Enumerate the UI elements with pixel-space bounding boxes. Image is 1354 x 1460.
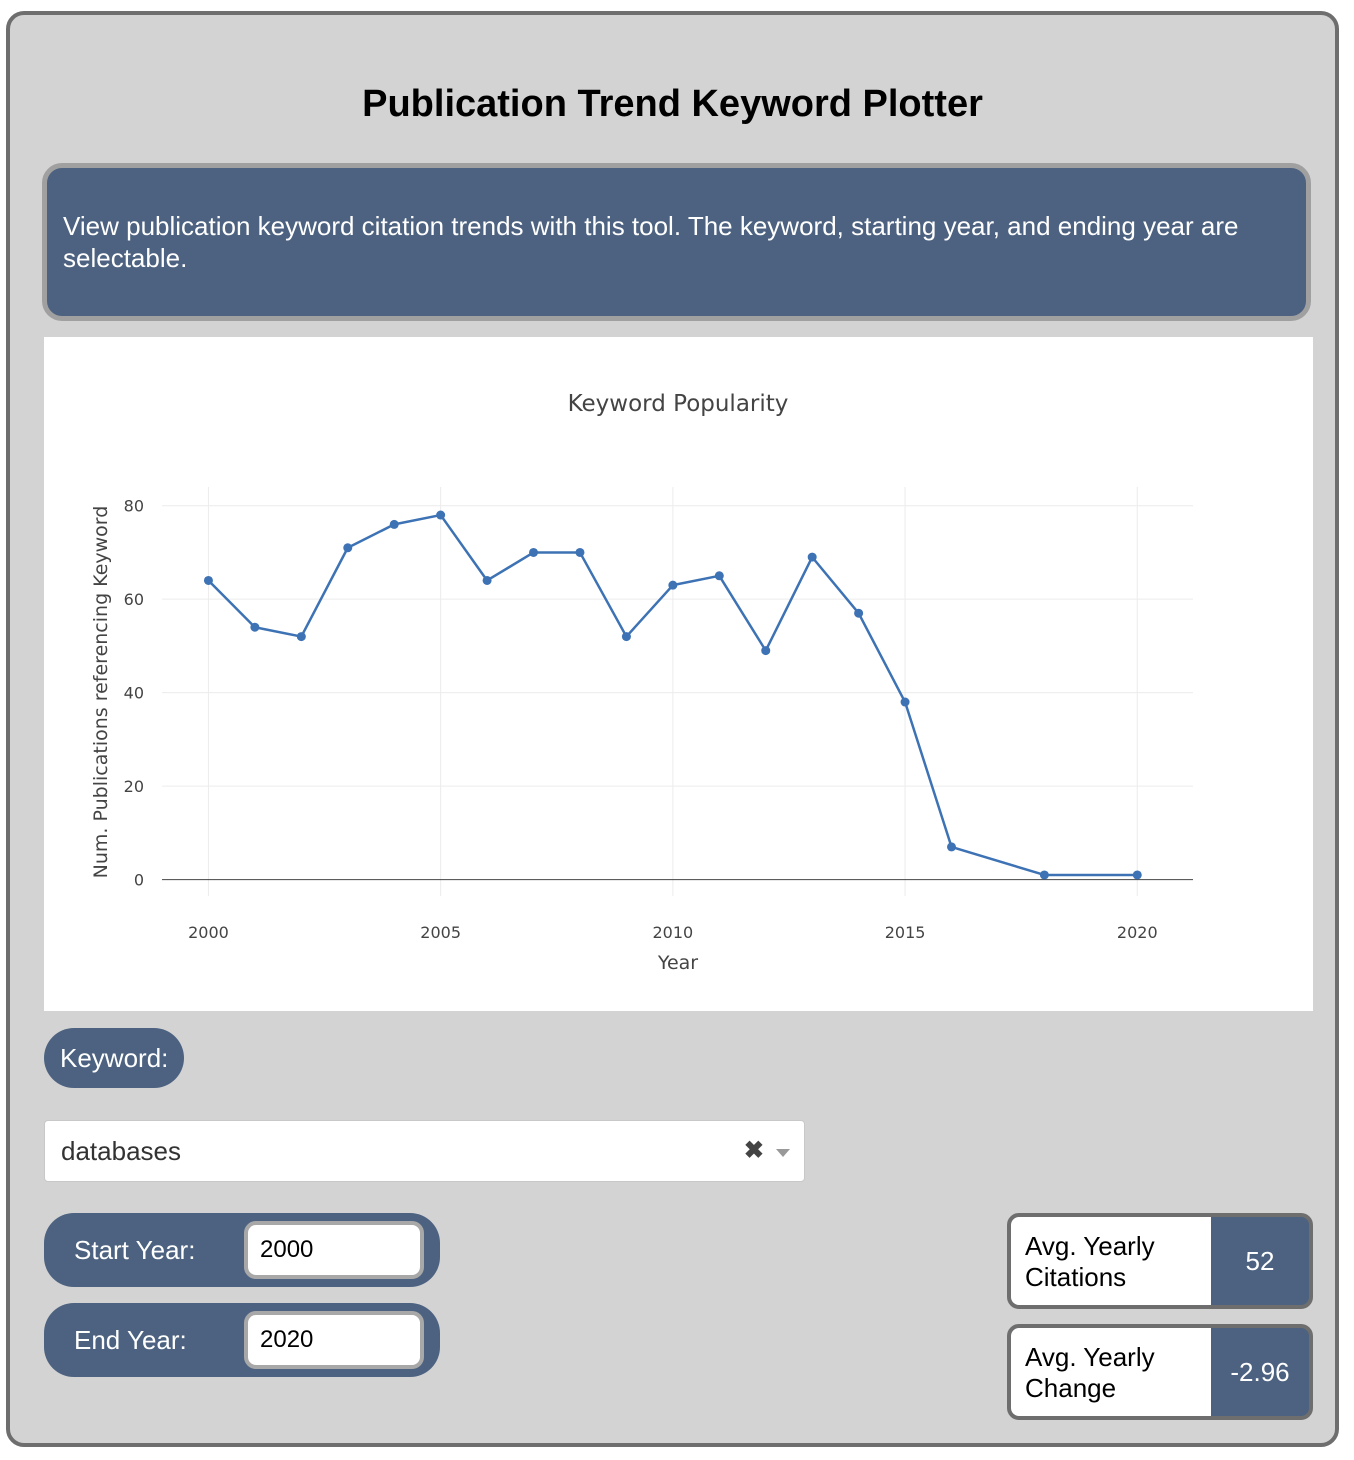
data-point <box>761 646 771 656</box>
data-point <box>203 575 213 585</box>
keyword-dropdown[interactable]: databases ✖ <box>44 1120 805 1182</box>
data-point <box>296 632 306 642</box>
x-axis-label: Year <box>657 952 698 974</box>
y-tick-label: 60 <box>124 590 144 609</box>
data-point <box>900 697 910 707</box>
y-tick-label: 80 <box>124 497 144 516</box>
end-year-group: End Year: <box>44 1303 440 1377</box>
chart-svg: Keyword Popularity Year Num. Publication… <box>90 391 1193 974</box>
data-point <box>807 552 817 562</box>
series-databases <box>203 510 1142 880</box>
end-year-input[interactable] <box>244 1311 424 1369</box>
y-axis-label: Num. Publications referencing Keyword <box>90 506 112 879</box>
avg-yearly-citations-value: 52 <box>1245 1245 1275 1276</box>
chart-title: Keyword Popularity <box>568 391 789 417</box>
start-year-group: Start Year: <box>44 1213 440 1287</box>
start-year-label: Start Year: <box>74 1235 196 1265</box>
clear-icon[interactable]: ✖ <box>743 1137 764 1164</box>
y-tick-label: 40 <box>124 684 144 703</box>
avg-yearly-change-value: -2.96 <box>1230 1356 1290 1387</box>
start-year-input[interactable] <box>244 1221 424 1279</box>
x-tick-label: 2015 <box>885 923 926 942</box>
data-point <box>947 842 957 852</box>
data-point <box>1039 870 1049 880</box>
app-container: Publication Trend Keyword Plotter View p… <box>6 11 1339 1447</box>
keyword-label: Keyword: <box>44 1028 185 1088</box>
data-point <box>621 632 631 642</box>
grid: 2000 2005 2010 2015 2020 0 20 40 60 80 <box>124 487 1193 942</box>
avg-yearly-citations-card: Avg. Yearly Citations 52 <box>1007 1213 1313 1309</box>
data-point <box>482 575 492 585</box>
data-point <box>250 622 260 632</box>
data-point <box>529 547 539 557</box>
intro-text: View publication keyword citation trends… <box>42 163 1311 321</box>
keyword-popularity-chart: Keyword Popularity Year Num. Publication… <box>44 337 1313 1011</box>
data-point <box>668 580 678 590</box>
avg-yearly-citations-label: Avg. Yearly Citations <box>1011 1217 1211 1305</box>
chevron-down-icon[interactable] <box>776 1149 790 1157</box>
y-tick-label: 0 <box>134 871 144 890</box>
end-year-label: End Year: <box>74 1325 187 1355</box>
data-point <box>714 571 724 581</box>
y-tick-label: 20 <box>124 777 144 796</box>
x-tick-label: 2020 <box>1117 923 1158 942</box>
x-tick-label: 2000 <box>188 923 229 942</box>
avg-yearly-change-card: Avg. Yearly Change -2.96 <box>1007 1324 1313 1420</box>
data-point <box>436 510 446 520</box>
data-point <box>575 547 585 557</box>
x-tick-label: 2005 <box>420 923 461 942</box>
avg-yearly-change-label: Avg. Yearly Change <box>1011 1328 1211 1416</box>
data-point <box>389 519 399 529</box>
data-point <box>1132 870 1142 880</box>
keyword-selected-value: databases <box>61 1136 181 1166</box>
page-title: Publication Trend Keyword Plotter <box>362 83 983 125</box>
data-point <box>854 608 864 618</box>
x-tick-label: 2010 <box>652 923 693 942</box>
data-point <box>343 543 353 553</box>
